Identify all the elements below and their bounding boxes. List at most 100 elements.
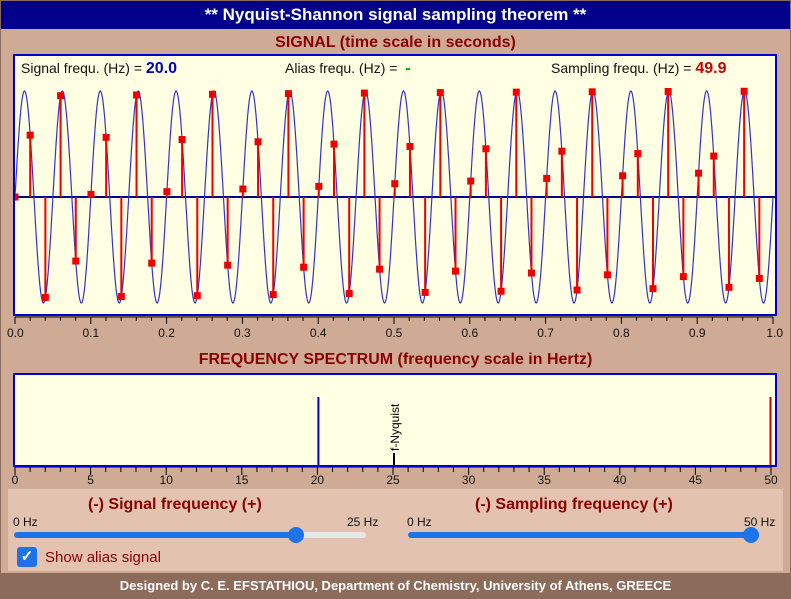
signal-min-label: 0 Hz xyxy=(13,515,38,529)
alias-freq-label: Alias frequ. (Hz) = xyxy=(285,60,398,76)
sampling-slider-fill xyxy=(408,532,751,538)
sample-point xyxy=(330,140,338,148)
signal-axis-tick-label: 0.4 xyxy=(310,326,327,340)
sample-point xyxy=(15,193,19,201)
signal-axis-tick-label: 0.3 xyxy=(234,326,251,340)
signal-slider-fill xyxy=(14,532,296,538)
sample-point xyxy=(269,291,277,299)
sample-point xyxy=(588,88,596,96)
sample-point xyxy=(72,257,80,265)
signal-axis-tick-label: 0.5 xyxy=(386,326,403,340)
sample-point xyxy=(664,88,672,96)
sample-point xyxy=(57,92,65,100)
spectrum-plot-panel: f-Nyquist xyxy=(13,373,777,467)
app-title: ** Nyquist-Shannon signal sampling theor… xyxy=(1,1,790,29)
signal-axis-tick-label: 0.9 xyxy=(689,326,706,340)
sample-point xyxy=(41,293,49,301)
sample-point xyxy=(755,274,763,282)
signal-axis-tick-label: 0.8 xyxy=(613,326,630,340)
sample-point xyxy=(391,180,399,188)
sample-point xyxy=(300,263,308,271)
signal-axis-tick-label: 0.6 xyxy=(461,326,478,340)
sample-point xyxy=(148,259,156,267)
signal-slider-thumb[interactable] xyxy=(287,527,304,543)
footer-credit: Designed by C. E. EFSTATHIOU, Department… xyxy=(1,573,790,598)
signal-axis-tick-label: 0.7 xyxy=(537,326,554,340)
sampling-slider-thumb[interactable] xyxy=(743,527,759,543)
sampling-frequency-slider[interactable] xyxy=(408,527,759,543)
sample-point xyxy=(497,287,505,295)
spectrum-axis-tick-label: 50 xyxy=(764,473,778,487)
sample-point xyxy=(695,169,703,177)
sample-point xyxy=(649,285,657,293)
spectrum-section-title: FREQUENCY SPECTRUM (frequency scale in H… xyxy=(198,351,593,368)
sample-point xyxy=(376,265,384,273)
sample-point xyxy=(452,267,460,275)
signal-freq-value: 20.0 xyxy=(145,60,178,77)
sample-point xyxy=(208,90,216,98)
sample-point xyxy=(163,188,171,196)
sample-point xyxy=(26,131,34,139)
sample-point xyxy=(178,136,186,144)
signal-time-axis: 0.0 0.1 0.2 0.3 0.4 0.5 0.6 0.7 0.8 0.9 1.0 xyxy=(7,316,783,340)
spectrum-axis-tick-label: 5 xyxy=(87,473,94,487)
sample-point xyxy=(133,91,141,99)
spectrum-plot: f-Nyquist xyxy=(317,397,772,465)
sample-point xyxy=(360,89,368,97)
sampling-freq-value: 49.9 xyxy=(695,60,727,77)
spectrum-axis-tick-label: 30 xyxy=(462,473,476,487)
signal-freq-label: Signal frequ. (Hz) = xyxy=(21,60,142,76)
signal-axis-tick-label: 0.0 xyxy=(7,326,24,340)
sample-point xyxy=(117,293,125,301)
sample-point xyxy=(284,90,292,98)
sample-point xyxy=(315,182,323,190)
signal-plot xyxy=(15,87,775,304)
signal-axis-tick-label: 0.2 xyxy=(158,326,175,340)
spectrum-frequency-axis: 0 5 10 15 20 25 30 35 40 45 50 xyxy=(12,467,778,487)
sample-point xyxy=(102,133,110,141)
sample-point xyxy=(239,185,247,193)
sample-point xyxy=(87,190,95,198)
sampling-min-label: 0 Hz xyxy=(407,515,432,529)
signal-frequency-title: (-) Signal frequency (+) xyxy=(88,496,262,513)
controls-panel: (-) Signal frequency (+) (-) Sampling fr… xyxy=(8,489,783,571)
spectrum-axis-tick-label: 15 xyxy=(235,473,249,487)
sample-point xyxy=(603,271,611,279)
sample-point xyxy=(543,174,551,182)
spectrum-axis-tick-label: 35 xyxy=(538,473,552,487)
sampling-frequency-title: (-) Sampling frequency (+) xyxy=(475,496,673,513)
sample-point xyxy=(725,283,733,291)
show-alias-label[interactable]: Show alias signal xyxy=(45,549,161,566)
sample-point xyxy=(254,138,262,146)
sampling-max-label: 50 Hz xyxy=(744,515,776,529)
spectrum-axis-tick-label: 10 xyxy=(160,473,174,487)
sample-point xyxy=(406,142,414,150)
sample-point xyxy=(345,290,353,298)
sample-point xyxy=(619,172,627,180)
alias-freq-value: - xyxy=(405,60,411,77)
spectrum-axis-tick-label: 40 xyxy=(613,473,627,487)
nyquist-label: f-Nyquist xyxy=(388,403,402,451)
spectrum-axis-tick-label: 45 xyxy=(689,473,703,487)
sample-point xyxy=(482,145,490,153)
signal-axis-tick-label: 0.1 xyxy=(82,326,99,340)
sampling-freq-readout: Sampling frequ. (Hz) = 49.9 xyxy=(551,60,726,78)
check-icon: ✓ xyxy=(20,548,34,565)
spectrum-axis-tick-label: 0 xyxy=(12,473,19,487)
sample-point xyxy=(740,87,748,95)
signal-max-label: 25 Hz xyxy=(347,515,379,529)
sample-point xyxy=(710,152,718,160)
sample-point xyxy=(421,288,429,296)
spectrum-axis-tick-label: 25 xyxy=(386,473,400,487)
signal-frequency-slider[interactable] xyxy=(14,527,366,543)
sample-point xyxy=(224,261,232,269)
signal-section-title: SIGNAL (time scale in seconds) xyxy=(275,34,516,51)
sample-point xyxy=(573,286,581,294)
signal-freq-readout: Signal frequ. (Hz) = 20.0 xyxy=(21,60,177,78)
sample-point xyxy=(527,269,535,277)
show-alias-checkbox[interactable]: ✓ xyxy=(17,547,37,567)
sample-point xyxy=(467,177,475,185)
signal-plot-panel: Signal frequ. (Hz) = 20.0 Alias frequ. (… xyxy=(13,54,777,316)
spectrum-axis-tick-label: 20 xyxy=(311,473,325,487)
